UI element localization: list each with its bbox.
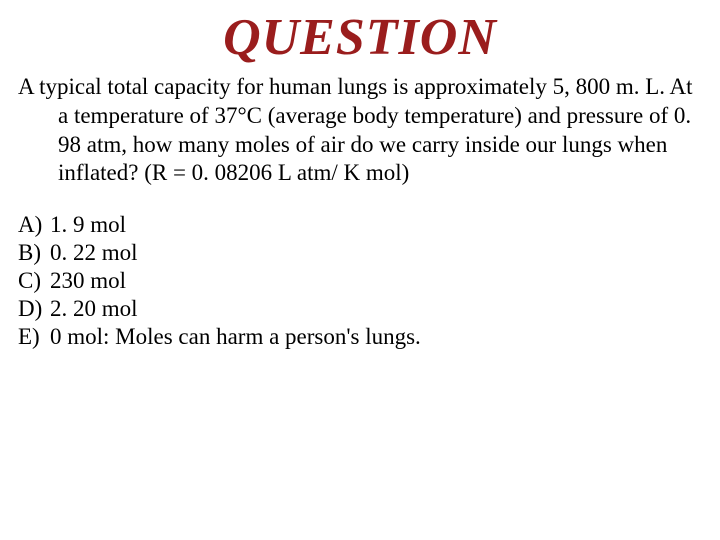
option-letter: A) (18, 212, 50, 238)
option-letter: C) (18, 268, 50, 294)
option-letter: D) (18, 296, 50, 322)
option-e: E) 0 mol: Moles can harm a person's lung… (18, 324, 702, 350)
option-b: B) 0. 22 mol (18, 240, 702, 266)
question-title: QUESTION (18, 8, 702, 67)
option-letter: B) (18, 240, 50, 266)
question-body: A typical total capacity for human lungs… (18, 73, 702, 188)
option-d: D) 2. 20 mol (18, 296, 702, 322)
options-list: A) 1. 9 mol B) 0. 22 mol C) 230 mol D) 2… (18, 212, 702, 350)
option-a: A) 1. 9 mol (18, 212, 702, 238)
option-text: 2. 20 mol (50, 296, 702, 322)
option-c: C) 230 mol (18, 268, 702, 294)
slide-container: QUESTION A typical total capacity for hu… (0, 0, 720, 360)
option-text: 1. 9 mol (50, 212, 702, 238)
option-text: 0. 22 mol (50, 240, 702, 266)
option-text: 0 mol: Moles can harm a person's lungs. (50, 324, 702, 350)
option-letter: E) (18, 324, 50, 350)
option-text: 230 mol (50, 268, 702, 294)
